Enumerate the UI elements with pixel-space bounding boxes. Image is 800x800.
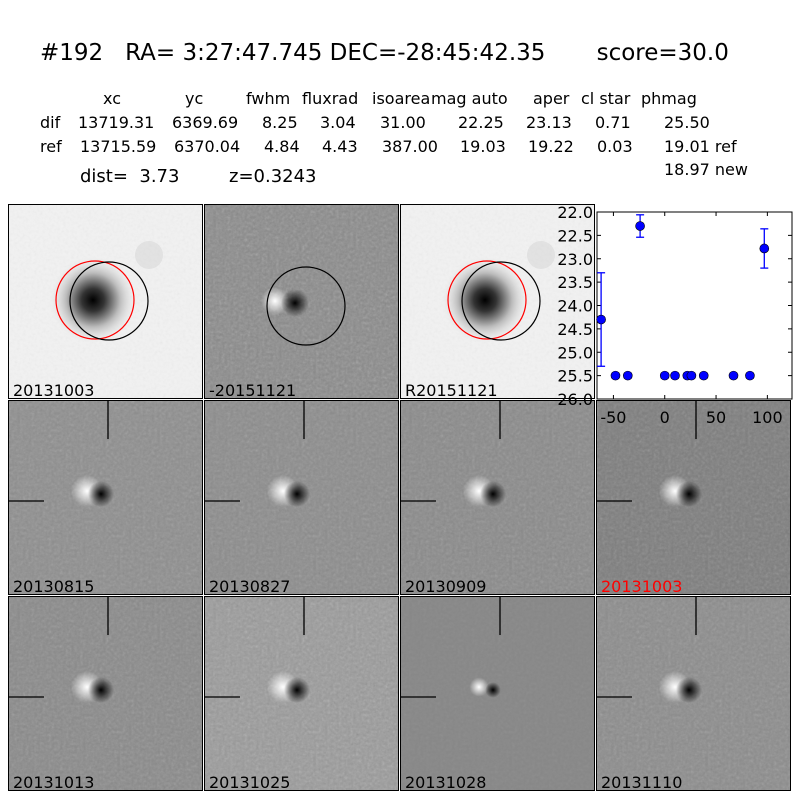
- dif-aperture-circle: [461, 261, 541, 341]
- column-header: fluxrad: [302, 89, 359, 108]
- row-label: ref: [40, 137, 62, 156]
- data-point: [759, 243, 770, 254]
- cell-value: 22.25: [458, 113, 504, 132]
- cell-value: 0.03: [597, 137, 633, 156]
- epoch-stamp-panel: 20130909: [400, 400, 595, 595]
- lightcurve-chart: 22.0 22.5 23.0 23.5 24.0 24.5 25.0 25.5 26.0 -50 0…: [557, 203, 793, 427]
- stamp-date-label: 20130827: [209, 577, 291, 595]
- stamp-date-label: 20131028: [405, 773, 487, 791]
- cell-value: 13715.59: [80, 137, 157, 156]
- epoch-stamp-panel: 20131028: [400, 596, 595, 791]
- stamp-image: [597, 597, 790, 790]
- epoch-stamp-panel: 20131110: [596, 596, 791, 791]
- stamp-date-label: 20131003: [601, 577, 683, 595]
- stamp-image: [401, 401, 594, 594]
- dif-aperture-circle: [69, 261, 149, 341]
- x-tick-label: 50: [706, 408, 726, 427]
- top-stamp-panel: R20151121: [400, 204, 595, 399]
- z-value: z=0.3243: [229, 166, 317, 187]
- x-tick-label: 100: [752, 408, 783, 427]
- column-header: xc: [103, 89, 121, 108]
- stamp-image: [205, 205, 398, 398]
- stamp-image: [205, 597, 398, 790]
- data-point: [610, 370, 621, 381]
- stamp-date-label: 20131003: [13, 381, 95, 399]
- cell-value: 387.00: [382, 137, 438, 156]
- cell-value: 31.00: [380, 113, 426, 132]
- column-header: yc: [185, 89, 204, 108]
- y-tick-label: 24.5: [557, 320, 593, 339]
- cell-value: 19.03: [460, 137, 506, 156]
- x-tick-label: -50: [600, 408, 626, 427]
- data-point: [622, 370, 633, 381]
- data-point: [635, 221, 645, 231]
- stamp-date-label: 20130909: [405, 577, 487, 595]
- stamp-image: [9, 205, 202, 398]
- y-tick-label: 23.5: [557, 273, 593, 292]
- stamp-date-label: 20131025: [209, 773, 291, 791]
- column-header: fwhm: [246, 89, 291, 108]
- cell-value: 3.04: [320, 113, 356, 132]
- cell-value: 19.22: [528, 137, 574, 156]
- data-point: [698, 370, 709, 381]
- epoch-stamp-panel: 20131025: [204, 596, 399, 791]
- data-point: [659, 370, 670, 381]
- column-header: phmag: [641, 89, 697, 108]
- y-tick-label: 22.0: [557, 203, 593, 222]
- column-header: isoarea: [372, 89, 431, 108]
- cell-value: 0.71: [595, 113, 631, 132]
- dif-aperture-circle: [266, 266, 346, 346]
- y-tick-label: 25.0: [557, 343, 593, 362]
- figure-title: #192 RA= 3:27:47.745 DEC=-28:45:42.35 sc…: [40, 40, 729, 66]
- y-tick-label: 25.5: [557, 367, 593, 386]
- plot-area: [596, 211, 793, 400]
- epoch-stamp-panel: 20130827: [204, 400, 399, 595]
- stamp-image: [9, 597, 202, 790]
- y-tick-label: 23.0: [557, 250, 593, 269]
- ref-aperture-circle: [55, 260, 135, 340]
- top-stamp-panel: 20131003: [8, 204, 203, 399]
- cell-value: 13719.31: [78, 113, 155, 132]
- cell-value: 6370.04: [174, 137, 241, 156]
- column-header: mag auto: [431, 89, 508, 108]
- stamp-date-label: 20130815: [13, 577, 95, 595]
- cell-value: 25.50: [664, 113, 710, 132]
- stamp-image: [401, 597, 594, 790]
- y-tick-label: 24.0: [557, 297, 593, 316]
- stamp-image: [205, 401, 398, 594]
- epoch-stamp-panel: 20131013: [8, 596, 203, 791]
- y-tick-label: 26.0: [557, 390, 593, 409]
- row-label: dif: [40, 113, 61, 132]
- cell-value: 6369.69: [172, 113, 239, 132]
- data-point: [728, 370, 739, 381]
- data-point: [686, 370, 697, 381]
- stamp-date-label: 20131013: [13, 773, 95, 791]
- stamp-date-label: -20151121: [209, 381, 297, 399]
- cell-value: 4.43: [322, 137, 358, 156]
- data-point: [670, 370, 680, 381]
- epoch-stamp-panel: 20131003: [596, 400, 791, 595]
- cell-value: 8.25: [262, 113, 298, 132]
- stamp-image: [9, 401, 202, 594]
- y-tick-label: 22.5: [557, 226, 593, 245]
- top-stamp-panel: -20151121: [204, 204, 399, 399]
- cell-value: 23.13: [526, 113, 572, 132]
- data-point: [596, 314, 606, 325]
- column-header: aper: [533, 89, 570, 108]
- ref-aperture-circle: [447, 260, 527, 340]
- stamp-date-label: R20151121: [405, 381, 498, 399]
- x-tick-label: 0: [660, 408, 670, 427]
- cell-value: 19.01 ref: [664, 137, 737, 156]
- epoch-stamp-panel: 20130815: [8, 400, 203, 595]
- phmag-new: 18.97 new: [664, 160, 748, 179]
- cell-value: 4.84: [264, 137, 300, 156]
- data-point: [745, 370, 755, 381]
- column-header: cl star: [581, 89, 631, 108]
- stamp-image: [401, 205, 594, 398]
- stamp-date-label: 20131110: [601, 773, 683, 791]
- dist-value: dist= 3.73: [80, 166, 180, 187]
- stamp-image: [597, 401, 790, 594]
